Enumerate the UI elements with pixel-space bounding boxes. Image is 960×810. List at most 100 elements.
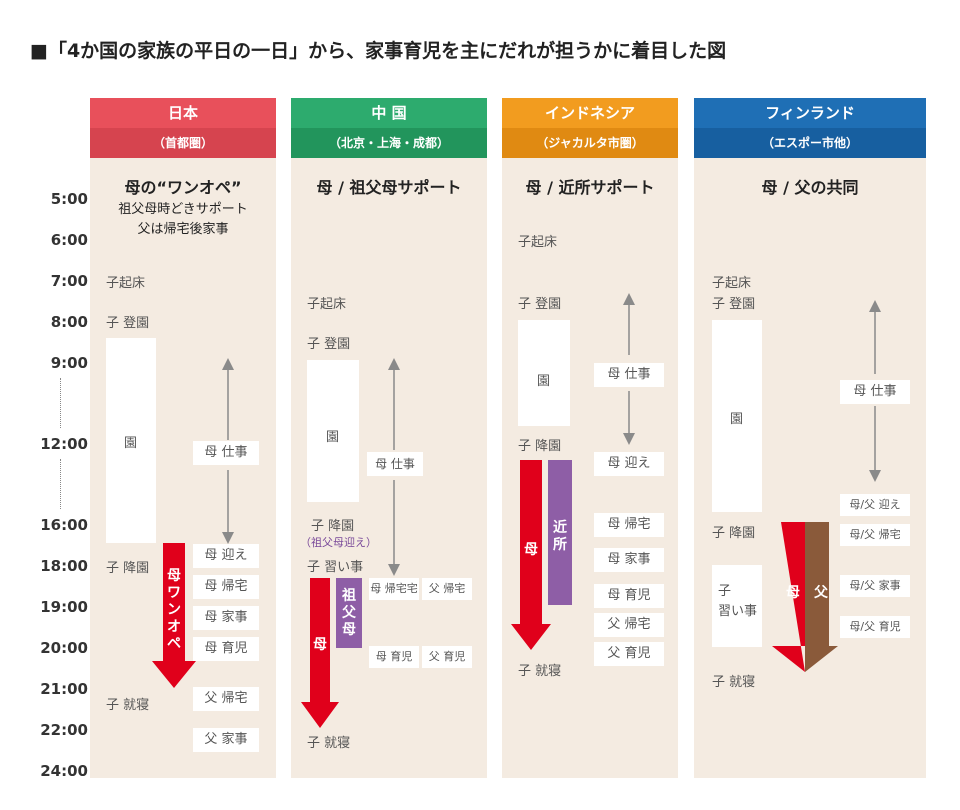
mom-chores-box: 母 家事 <box>594 548 664 572</box>
summary: 母 / 近所サポート <box>525 178 655 197</box>
time-label: 24:00 <box>40 762 88 780</box>
time-label: 12:00 <box>40 435 88 453</box>
dad-home-box: 父 帰宅 <box>594 613 664 637</box>
event-label: 子 降園 <box>106 561 150 576</box>
mom-label: 母 <box>524 542 538 558</box>
mom-chores-box: 母 家事 <box>193 606 259 630</box>
childcare-box: 母/父 育児 <box>840 616 910 638</box>
mom-work-box: 母 仕事 <box>367 452 423 476</box>
kindergarten-label: 園 <box>730 412 744 427</box>
kindergarten-block <box>106 338 156 543</box>
time-label: 8:00 <box>50 313 88 331</box>
shared-parent-arrow <box>772 522 838 672</box>
country-region: （首都圏） <box>90 128 276 158</box>
chores-box: 母/父 家事 <box>840 575 910 597</box>
time-label: 19:00 <box>40 598 88 616</box>
mom-solo-arrow <box>152 543 196 688</box>
dad-chores-box: 父 家事 <box>193 728 259 752</box>
mom-work-box: 母 仕事 <box>594 363 664 387</box>
time-label: 5:00 <box>50 190 88 208</box>
summary-note: 父は帰宅後家事 <box>137 222 229 237</box>
summary: 母 / 祖父母サポート <box>316 178 462 197</box>
time-label: 16:00 <box>40 516 88 534</box>
dad-home-box: 父 帰宅 <box>193 687 259 711</box>
grandparents-bar <box>336 578 362 648</box>
grandparents-label: 祖父母 <box>342 588 356 638</box>
dad-childcare-box: 父 育児 <box>594 642 664 666</box>
mom-childcare-box: 母 育児 <box>369 646 419 668</box>
time-label: 21:00 <box>40 680 88 698</box>
neighbor-label: 近所 <box>553 520 567 553</box>
kindergarten-block <box>518 320 570 426</box>
country-region: （ジャカルタ市圏） <box>502 128 678 158</box>
mom-pickup-box: 母 迎え <box>193 544 259 568</box>
page-title: ■「4か国の家族の平日の一日」から、家事育児を主にだれが担うかに着目した図 <box>30 40 727 62</box>
lesson-label: 習い事 <box>718 604 758 619</box>
lesson-label: 子 <box>718 584 732 599</box>
event-label: 子起床 <box>712 276 752 291</box>
mom-solo-label: 母ワンオペ <box>167 568 181 652</box>
event-label: 子 就寝 <box>106 698 150 713</box>
event-label: 子 習い事 <box>307 560 364 575</box>
event-label: 子 就寝 <box>518 664 562 679</box>
time-label: 7:00 <box>50 272 88 290</box>
event-label: 子 降園 <box>311 519 355 534</box>
kindergarten-label: 園 <box>124 436 138 451</box>
mom-label: 母 <box>313 637 327 653</box>
time-label: 18:00 <box>40 557 88 575</box>
mom-home-box: 母 帰宅宅 <box>369 578 419 600</box>
event-note: （祖父母迎え） <box>300 536 377 549</box>
time-label: 20:00 <box>40 639 88 657</box>
country-name: 日本 <box>90 98 276 128</box>
work-span-arrow <box>623 293 635 445</box>
work-span-arrow <box>222 358 234 544</box>
event-label: 子 就寝 <box>712 675 756 690</box>
country-name: フィンランド <box>694 98 926 128</box>
axis-gap-dots <box>60 378 61 428</box>
mom-home-box: 母 帰宅 <box>193 575 259 599</box>
country-region: （北京・上海・成都） <box>291 128 487 158</box>
mom-work-box: 母 仕事 <box>840 380 910 404</box>
event-label: 子 登園 <box>106 316 150 331</box>
lesson-block <box>712 565 762 647</box>
dad-label: 父 <box>814 585 828 601</box>
neighbor-bar <box>548 460 572 605</box>
time-label: 9:00 <box>50 354 88 372</box>
event-label: 子 登園 <box>518 297 562 312</box>
mom-pickup-box: 母 迎え <box>594 452 664 476</box>
kindergarten-label: 園 <box>326 430 340 445</box>
summary: 母 / 父の共同 <box>761 178 859 197</box>
country-name: 中 国 <box>291 98 487 128</box>
summary-note: 祖父母時どきサポート <box>118 202 248 217</box>
kindergarten-block <box>712 320 762 512</box>
home-box: 母/父 帰宅 <box>840 524 910 546</box>
country-region: （エスポー市他） <box>694 128 926 158</box>
time-label: 6:00 <box>50 231 88 249</box>
event-label: 子 就寝 <box>307 736 351 751</box>
event-label: 子起床 <box>106 276 146 291</box>
mom-childcare-box: 母 育児 <box>193 637 259 661</box>
event-label: 子 降園 <box>712 526 756 541</box>
mom-arrow <box>301 578 339 728</box>
time-label: 22:00 <box>40 721 88 739</box>
pickup-box: 母/父 迎え <box>840 494 910 516</box>
mom-home-box: 母 帰宅 <box>594 513 664 537</box>
work-span-arrow <box>869 300 881 482</box>
country-name: インドネシア <box>502 98 678 128</box>
work-span-arrow <box>388 358 400 576</box>
axis-gap-dots <box>60 459 61 509</box>
kindergarten-label: 園 <box>537 374 551 389</box>
summary: 母の“ワンオペ” <box>124 178 242 197</box>
mom-work-box: 母 仕事 <box>193 441 259 465</box>
mom-label: 母 <box>786 585 800 601</box>
event-label: 子起床 <box>307 297 347 312</box>
dad-childcare-box: 父 育児 <box>422 646 472 668</box>
mom-arrow <box>511 460 551 650</box>
event-label: 子 登園 <box>307 337 351 352</box>
event-label: 子 登園 <box>712 297 756 312</box>
kindergarten-block <box>307 360 359 502</box>
dad-home-box: 父 帰宅 <box>422 578 472 600</box>
event-label: 子起床 <box>518 235 558 250</box>
event-label: 子 降園 <box>518 439 562 454</box>
mom-childcare-box: 母 育児 <box>594 584 664 608</box>
